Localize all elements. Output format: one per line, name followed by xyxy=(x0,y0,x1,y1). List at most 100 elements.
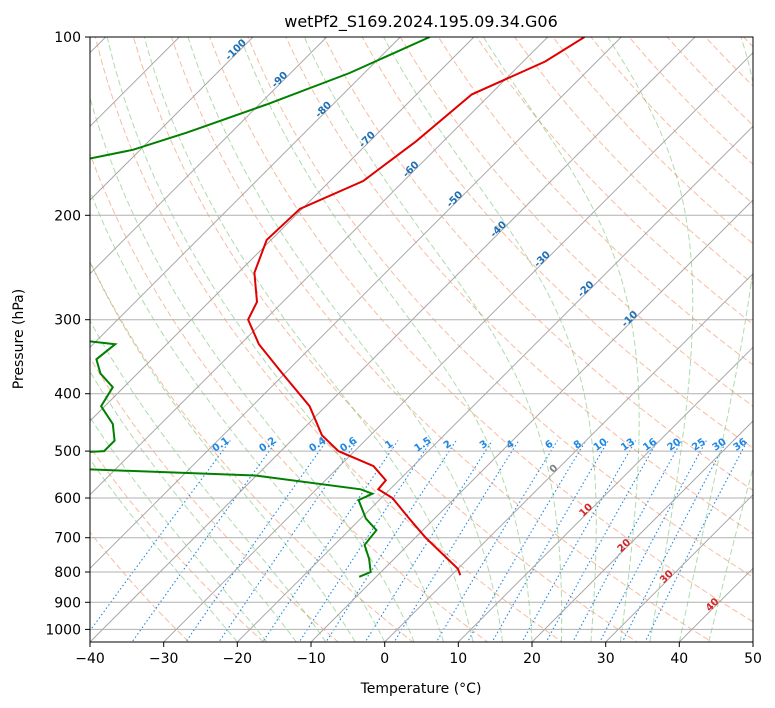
isotherm-label: 0 xyxy=(548,463,561,476)
mixing-ratio-label: 2 xyxy=(442,439,454,452)
y-tick-label: 300 xyxy=(54,313,81,329)
moist-adiabats xyxy=(90,37,753,642)
isotherms xyxy=(90,37,753,642)
y-axis-label: Pressure (hPa) xyxy=(11,289,27,389)
dry-adiabat xyxy=(514,37,753,285)
dry-adiabat xyxy=(94,37,564,642)
isotherm-line xyxy=(678,567,753,642)
y-tick-label: 500 xyxy=(54,444,81,460)
y-tick-label: 100 xyxy=(54,30,81,46)
mixing-ratio-label: 1 xyxy=(383,439,395,452)
y-tick-label: 400 xyxy=(54,387,81,403)
moist-adiabat xyxy=(678,37,753,642)
x-tick-label: −10 xyxy=(296,651,326,667)
x-tick-label: −30 xyxy=(149,651,179,667)
dewpoint-profile-line xyxy=(90,37,431,578)
mixing-ratio-line xyxy=(131,440,278,642)
isotherm-label: 10 xyxy=(578,502,596,520)
mixing-ratio-line xyxy=(435,440,558,642)
isotherm-line xyxy=(90,37,622,570)
mixing-ratio-label: 6 xyxy=(543,439,555,452)
isotherm-line xyxy=(90,37,475,422)
mixing-ratio-line xyxy=(325,440,457,642)
x-tick-label: 20 xyxy=(523,651,541,667)
y-tick-label: 200 xyxy=(54,208,81,224)
mixing-ratio-line xyxy=(298,440,432,642)
dry-adiabat xyxy=(755,10,775,654)
x-tick-label: 50 xyxy=(744,651,762,667)
isotherm-line xyxy=(90,37,696,642)
x-tick-label: −40 xyxy=(75,651,105,667)
y-tick-label: 800 xyxy=(54,565,81,581)
dry-adiabat xyxy=(170,37,713,642)
mixing-ratio-line xyxy=(572,440,683,642)
mixing-ratio-line xyxy=(262,440,399,642)
moist-adiabat xyxy=(607,37,694,642)
isotherm-label: 20 xyxy=(616,537,634,555)
isotherm-label: 40 xyxy=(704,596,722,614)
isotherm-line xyxy=(163,51,753,642)
mixing-ratio-line xyxy=(599,440,707,642)
mixing-ratio-line xyxy=(218,440,358,642)
y-tick-label: 600 xyxy=(54,491,81,507)
y-tick-label: 700 xyxy=(54,531,81,547)
moist-adiabat xyxy=(187,37,503,642)
x-tick-label: 0 xyxy=(380,651,389,667)
x-tick-label: −20 xyxy=(223,651,253,667)
isotherm-label: 30 xyxy=(658,568,676,586)
isotherm-label: -20 xyxy=(576,279,597,300)
isotherm-line xyxy=(90,37,254,201)
temperature-profile-line xyxy=(246,37,586,576)
isotherm-line xyxy=(90,37,328,275)
isotherm-line xyxy=(531,420,753,642)
x-tick-label: 40 xyxy=(670,651,688,667)
dry-adiabat xyxy=(209,37,753,623)
dry-adiabats xyxy=(90,10,775,654)
isotherm-line xyxy=(236,125,753,642)
isotherm-line xyxy=(605,493,753,642)
x-tick-label: 30 xyxy=(597,651,615,667)
moist-adiabat xyxy=(239,37,533,642)
dry-adiabat xyxy=(90,356,339,642)
isotherm-line xyxy=(310,199,753,642)
chart-title: wetPf2_S169.2024.195.09.34.G06 xyxy=(284,12,558,32)
x-axis-ticks: −40 −30 −20 −10 0 10 20 30 40 50 xyxy=(75,642,762,667)
isotherm-line xyxy=(90,37,401,349)
dry-adiabat xyxy=(399,37,753,407)
isobars xyxy=(90,37,753,630)
y-tick-label: 900 xyxy=(54,595,81,611)
mixing-ratio-labels: 0.1 0.2 0.4 0.6 1 1.5 2 3 4 6 8 10 13 16 20 25 30 36 xyxy=(211,435,750,454)
dry-adiabat xyxy=(361,37,753,449)
dry-adiabat xyxy=(476,37,753,325)
dry-adiabat xyxy=(90,152,489,642)
moist-adiabat xyxy=(90,370,297,642)
moist-adiabat xyxy=(90,458,238,642)
isotherm-label: -70 xyxy=(357,130,378,151)
dry-adiabat xyxy=(590,37,753,205)
dry-adiabat xyxy=(247,37,753,578)
moist-adiabat xyxy=(303,37,563,642)
moist-adiabat xyxy=(143,37,474,642)
mixing-ratio-label: 0.2 xyxy=(257,435,278,454)
dry-adiabat xyxy=(285,37,753,535)
mixing-ratio-line xyxy=(545,440,659,642)
y-tick-label: 1000 xyxy=(45,622,81,638)
dry-adiabat xyxy=(437,37,753,366)
isotherm-label: -90 xyxy=(270,70,291,91)
isotherm-line xyxy=(457,346,753,642)
mixing-ratio-line xyxy=(491,440,609,642)
dry-adiabat xyxy=(132,37,638,642)
mixing-ratio-line xyxy=(466,440,587,642)
isotherm-label: -50 xyxy=(445,189,466,210)
isotherm-line xyxy=(384,272,753,642)
isotherm-label: -80 xyxy=(313,100,334,121)
x-axis-label: Temperature (°C) xyxy=(360,681,482,697)
moist-adiabat xyxy=(90,189,386,642)
moist-adiabat xyxy=(383,37,597,642)
mixing-ratio-line xyxy=(521,440,637,642)
plot-area: -100-90-80-70-60-50-40-30-20-10010203040… xyxy=(90,10,775,654)
dry-adiabat xyxy=(90,260,414,642)
moist-adiabat xyxy=(482,37,640,642)
isotherm-label: -60 xyxy=(401,160,422,181)
